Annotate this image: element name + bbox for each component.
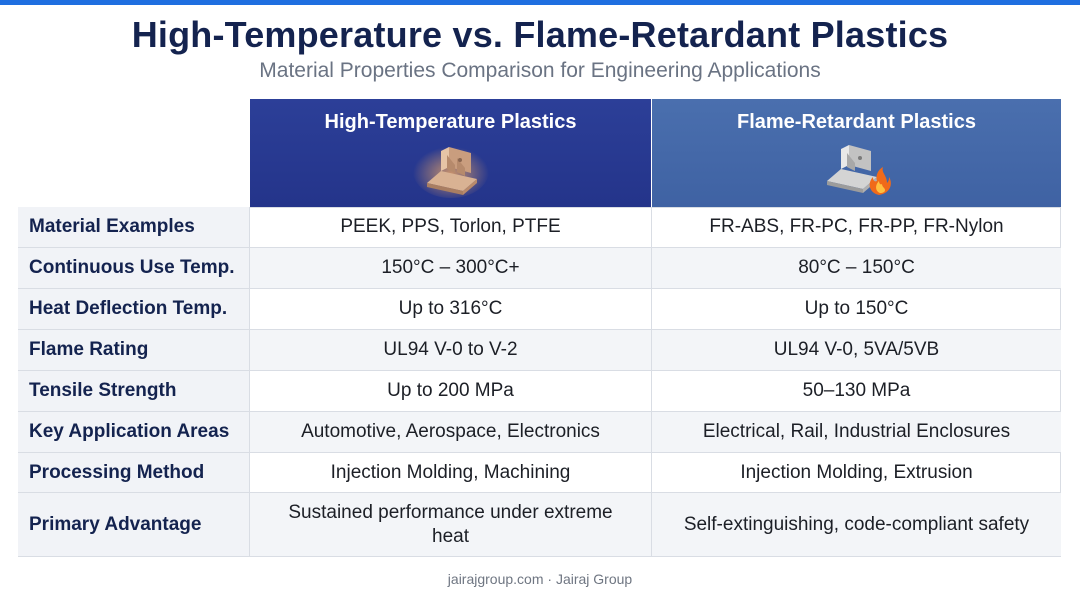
row-property-label: Flame Rating: [18, 330, 250, 370]
high-temp-cell: Up to 316°C: [250, 289, 652, 329]
high-temp-cell: Sustained performance under extreme heat: [250, 493, 652, 556]
high-temp-cell: Automotive, Aerospace, Electronics: [250, 412, 652, 452]
high-temp-cell: UL94 V-0 to V-2: [250, 330, 652, 370]
high-temp-cell: 150°C – 300°C+: [250, 248, 652, 288]
column-header-flame-retardant: Flame-Retardant Plastics: [652, 99, 1061, 207]
flame-retardant-cell: 80°C – 150°C: [652, 248, 1061, 288]
flame-retardant-cell: 50–130 MPa: [802, 380, 911, 401]
table-row: Processing Method Injection Molding, Mac…: [18, 453, 1061, 493]
table-row: Primary Advantage Sustained performance …: [18, 493, 1061, 557]
column-header-high-temperature: High-Temperature Plastics: [250, 99, 651, 207]
table-row: Key Application Areas Automotive, Aerosp…: [18, 412, 1061, 453]
row-property-label: Heat Deflection Temp.: [18, 289, 250, 329]
row-property-label: Tensile Strength: [18, 371, 250, 411]
flame-retardant-cell: UL94 V-0, 5VA/5VB: [652, 330, 1061, 370]
table-row: Continuous Use Temp. 150°C – 300°C+ 80°C…: [18, 248, 1061, 289]
column-header-label: High-Temperature Plastics: [324, 111, 577, 133]
flame-retardant-cell: Injection Molding, Extrusion: [740, 461, 973, 483]
high-temp-cell: Injection Molding, Machining: [250, 453, 652, 492]
flame-retardant-cell: Electrical, Rail, Industrial Enclosures: [652, 412, 1061, 452]
table-row: Heat Deflection Temp. Up to 316°C Up to …: [18, 289, 1061, 330]
table-row: Tensile Strength Up to 200 MPa 50–130 MP…: [18, 371, 1061, 412]
page-title: High-Temperature vs. Flame-Retardant Pla…: [131, 14, 949, 55]
row-property-label: Continuous Use Temp.: [18, 248, 250, 288]
column-header-label: Flame-Retardant Plastics: [737, 111, 976, 133]
top-accent-bar: [0, 0, 1080, 5]
row-property-label: Processing Method: [18, 453, 250, 492]
flame-retardant-cell: Self-extinguishing, code-compliant safet…: [652, 493, 1061, 556]
row-property-label: Primary Advantage: [18, 493, 250, 556]
page-subtitle: Material Properties Comparison for Engin…: [259, 59, 821, 82]
high-temp-cell: Up to 200 MPa: [250, 371, 652, 411]
table-row: Flame Rating UL94 V-0 to V-2 UL94 V-0, 5…: [18, 330, 1061, 371]
flame-retardant-cell: Up to 150°C: [804, 298, 909, 319]
plastic-bracket-icon: [412, 144, 489, 198]
row-property-label: Key Application Areas: [18, 412, 250, 452]
table-row: Material Examples PEEK, PPS, Torlon, PTF…: [18, 207, 1061, 248]
footer-credit: jairajgroup.com · Jairaj Group: [447, 571, 633, 587]
bracket-with-flame-icon: [826, 145, 891, 195]
row-property-label: Material Examples: [18, 207, 250, 247]
high-temp-cell: PEEK, PPS, Torlon, PTFE: [250, 207, 652, 247]
flame-retardant-cell: FR-ABS, FR-PC, FR-PP, FR-Nylon: [709, 216, 1004, 237]
